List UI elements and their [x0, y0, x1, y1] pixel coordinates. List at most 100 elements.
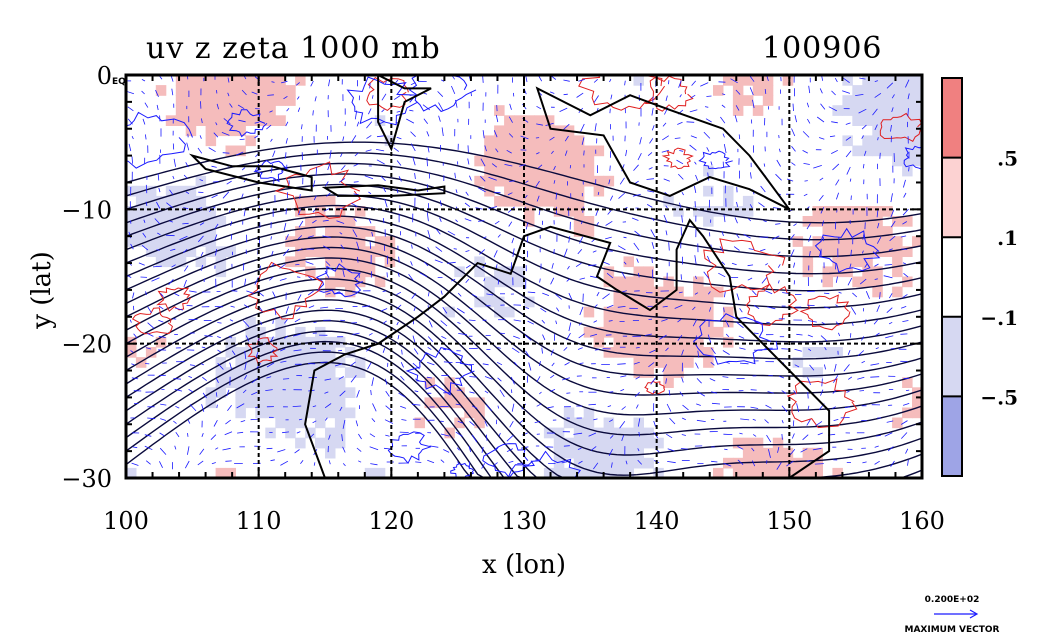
- wind-vector: [511, 347, 520, 354]
- wind-vector: [154, 218, 161, 225]
- wind-vector: [171, 88, 174, 96]
- wind-vector: [269, 110, 273, 113]
- wind-vector: [817, 432, 823, 436]
- wind-vector: [791, 145, 796, 152]
- vorticity-cell: [693, 336, 704, 348]
- vorticity-cell: [454, 417, 465, 429]
- vorticity-cell: [295, 336, 306, 348]
- vorticity-cell: [245, 105, 256, 116]
- vorticity-cell: [892, 266, 903, 278]
- wind-vector: [707, 291, 711, 295]
- wind-vector: [175, 405, 180, 409]
- vorticity-cell: [354, 206, 366, 217]
- vorticity-cell: [603, 457, 615, 469]
- vorticity-cell: [673, 306, 684, 318]
- wind-vector: [488, 176, 497, 181]
- wind-vector: [553, 249, 555, 254]
- vorticity-cell: [723, 206, 734, 217]
- wind-vector: [720, 116, 726, 124]
- wind-vector: [857, 350, 865, 356]
- wind-vector: [341, 434, 343, 442]
- vorticity-cell: [633, 326, 644, 338]
- wind-vector: [422, 104, 431, 111]
- vorticity-cell: [553, 467, 565, 478]
- wind-vector: [736, 321, 744, 329]
- vorticity-cell: [325, 397, 336, 409]
- wind-vector: [442, 306, 448, 314]
- vorticity-cell: [912, 387, 922, 398]
- vorticity-contour: [703, 238, 786, 293]
- vorticity-cell: [583, 457, 595, 469]
- wind-vector: [588, 264, 597, 267]
- vorticity-cell: [126, 347, 137, 358]
- vorticity-cell: [474, 155, 485, 167]
- wind-vector: [864, 263, 868, 268]
- wind-vector: [579, 306, 584, 316]
- wind-vector: [568, 292, 573, 300]
- wind-vector: [750, 172, 752, 179]
- vorticity-cell: [165, 206, 177, 217]
- vorticity-cell: [354, 357, 366, 368]
- wind-vector: [890, 348, 895, 350]
- wind-vector: [156, 249, 160, 251]
- vorticity-cell: [235, 357, 246, 368]
- wind-vector: [269, 276, 274, 281]
- wind-vector: [320, 361, 328, 363]
- wind-vector: [651, 107, 654, 116]
- wind-vector: [277, 449, 286, 453]
- vorticity-cell: [315, 377, 326, 388]
- wind-vector: [845, 150, 852, 158]
- vorticity-cell: [663, 195, 674, 207]
- wind-vector: [649, 349, 656, 354]
- vector-legend-value: 0.200E+02: [925, 595, 980, 605]
- vorticity-cell: [334, 397, 346, 409]
- wind-vector: [437, 91, 444, 97]
- vorticity-cell: [623, 427, 634, 439]
- wind-vector: [836, 192, 839, 200]
- vorticity-cell: [315, 407, 326, 419]
- vorticity-cell: [832, 467, 843, 478]
- wind-vector: [508, 116, 513, 123]
- wind-vector: [667, 448, 675, 452]
- vorticity-cell: [235, 125, 246, 137]
- vorticity-cell: [732, 105, 744, 116]
- wind-vector: [410, 131, 416, 137]
- vorticity-cell: [175, 246, 187, 257]
- vorticity-cell: [334, 377, 346, 388]
- wind-vector: [725, 333, 730, 338]
- wind-vector: [609, 195, 614, 201]
- wind-vector: [694, 255, 697, 264]
- vorticity-cell: [752, 447, 764, 459]
- wind-vector: [803, 163, 810, 165]
- vorticity-cell: [285, 347, 296, 358]
- vorticity-cell: [772, 437, 784, 449]
- wind-vector: [186, 142, 190, 151]
- vorticity-cell: [872, 145, 883, 157]
- wind-vector: [679, 150, 684, 152]
- vorticity-cell: [583, 165, 595, 177]
- wind-vector: [623, 261, 627, 265]
- wind-vector: [485, 404, 492, 411]
- wind-vector: [313, 462, 316, 466]
- vorticity-cell: [762, 95, 774, 106]
- vorticity-cell: [902, 155, 913, 167]
- wind-vector: [907, 459, 909, 466]
- wind-vector: [793, 390, 797, 395]
- vorticity-cell: [792, 236, 804, 247]
- wind-vectors: [126, 75, 910, 470]
- wind-vector: [528, 362, 532, 371]
- wind-vector: [563, 445, 570, 447]
- vorticity-cell: [732, 467, 744, 478]
- wind-vector: [781, 405, 788, 412]
- vorticity-cell: [653, 336, 664, 348]
- vorticity-cell: [693, 276, 704, 288]
- wind-vector: [497, 234, 501, 238]
- wind-vector: [651, 217, 655, 221]
- wind-vector: [666, 403, 672, 412]
- wind-vector: [905, 389, 910, 391]
- vorticity-cell: [165, 256, 177, 268]
- wind-vector: [224, 431, 233, 436]
- wind-vector: [606, 304, 614, 309]
- wind-vector: [776, 159, 781, 167]
- wind-vector: [696, 419, 706, 422]
